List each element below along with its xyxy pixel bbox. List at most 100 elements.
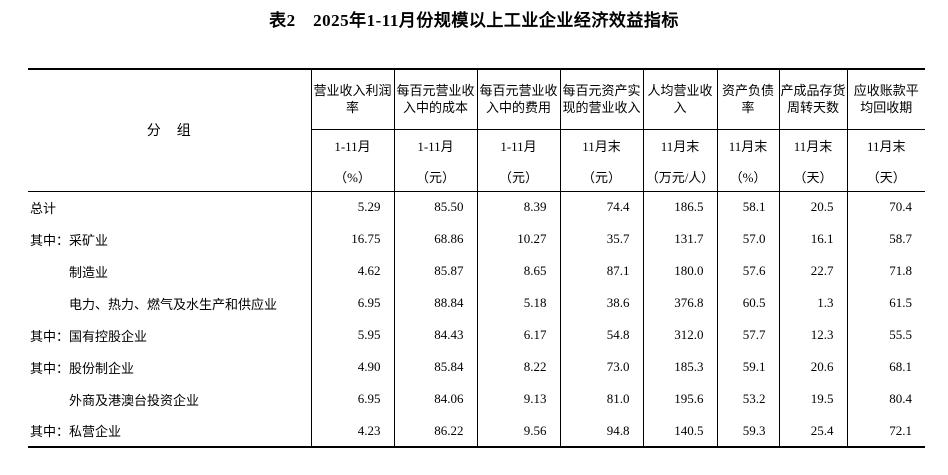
row-label-text: 外商及港澳台投资企业 <box>69 392 200 408</box>
table-cell: 58.1 <box>716 191 779 223</box>
table-cell: 86.22 <box>393 415 477 447</box>
table-cell: 4.23 <box>310 415 394 447</box>
row-label: 其中：私营企业 <box>28 415 311 447</box>
column-period: 11月末 <box>866 138 906 154</box>
table-cell: 84.06 <box>393 383 477 415</box>
table-cell: 73.0 <box>559 351 643 383</box>
table-row: 总计 5.29 85.50 8.39 74.4 186.5 58.1 20.5 70.4 <box>28 191 925 223</box>
column-unit-6: 11月末 （天） <box>778 129 847 192</box>
table-cell: 195.6 <box>642 383 717 415</box>
row-label-text: 制造业 <box>69 264 109 280</box>
table-cell: 35.7 <box>559 223 643 255</box>
column-header-6: 产成品存货周转天数 <box>778 69 847 130</box>
table-cell: 12.3 <box>778 319 847 351</box>
row-label: 电力、热力、燃气及水生产和供应业 <box>28 287 311 319</box>
row-label-text: 股份制企业 <box>69 360 135 376</box>
column-header-group: 分 组 <box>28 69 311 192</box>
table-header: 分 组 营业收入利润率 每百元营业收入中的成本 每百元营业收入中的费用 每百元资产实现… <box>28 69 925 192</box>
column-unit-5: 11月末 （%） <box>716 129 779 192</box>
table-row: 电力、热力、燃气及水生产和供应业 6.95 88.84 5.18 38.6 376.8 60… <box>28 287 925 319</box>
table-cell: 4.62 <box>310 255 394 287</box>
table-cell: 72.1 <box>846 415 925 447</box>
column-unit-label: （天） <box>866 169 906 185</box>
table-row: 制造业 4.62 85.87 8.65 87.1 180.0 57.6 22.7 71.8 <box>28 255 925 287</box>
row-label-prefix: 其中： <box>30 424 70 439</box>
table-cell: 94.8 <box>559 415 643 447</box>
table-cell: 6.95 <box>310 383 394 415</box>
column-unit-label: （%） <box>729 169 767 185</box>
row-label-text: 私营企业 <box>69 424 122 439</box>
table-cell: 20.5 <box>778 191 847 223</box>
column-period: 1-11月 <box>500 138 537 154</box>
table-cell: 68.1 <box>846 351 925 383</box>
table-cell: 59.1 <box>716 351 779 383</box>
table-cell: 85.84 <box>393 351 477 383</box>
table-cell: 131.7 <box>642 223 717 255</box>
table-cell: 312.0 <box>642 319 717 351</box>
column-unit-label: （元） <box>415 169 455 185</box>
table-cell: 186.5 <box>642 191 717 223</box>
row-label: 制造业 <box>28 255 311 287</box>
table-cell: 84.43 <box>393 319 477 351</box>
table-cell: 376.8 <box>642 287 717 319</box>
table-cell: 19.5 <box>778 383 847 415</box>
table-cell: 140.5 <box>642 415 717 447</box>
table-cell: 54.8 <box>559 319 643 351</box>
table-cell: 57.7 <box>716 319 779 351</box>
column-period: 11月末 <box>793 138 833 154</box>
table-cell: 59.3 <box>716 415 779 447</box>
row-label-text: 采矿业 <box>69 232 109 248</box>
table-cell: 81.0 <box>559 383 643 415</box>
table-cell: 55.5 <box>846 319 925 351</box>
table-cell: 53.2 <box>716 383 779 415</box>
table-cell: 180.0 <box>642 255 717 287</box>
table-cell: 85.50 <box>393 191 477 223</box>
table-cell: 5.95 <box>310 319 394 351</box>
table-cell: 70.4 <box>846 191 925 223</box>
table-title: 表2 2025年1-11月份规模以上工业企业经济效益指标 <box>269 11 679 30</box>
column-unit-0: 1-11月 （%） <box>310 129 394 192</box>
table-cell: 71.8 <box>846 255 925 287</box>
column-unit-label: （元） <box>581 169 621 185</box>
column-unit-1: 1-11月 （元） <box>393 129 477 192</box>
table-body: 总计 5.29 85.50 8.39 74.4 186.5 58.1 20.5 70.4 其中：采… <box>28 191 925 447</box>
table-row: 其中：私营企业 4.23 86.22 9.56 94.8 140.5 59.3 25.4 72.… <box>28 415 925 447</box>
table-cell: 16.1 <box>778 223 847 255</box>
table-cell: 87.1 <box>559 255 643 287</box>
table-cell: 6.95 <box>310 287 394 319</box>
row-label: 其中：国有控股企业 <box>28 319 311 351</box>
row-label-text: 总计 <box>30 200 57 216</box>
row-label: 外商及港澳台投资企业 <box>28 383 311 415</box>
table-cell: 38.6 <box>559 287 643 319</box>
table-cell: 8.22 <box>476 351 560 383</box>
column-header-1: 每百元营业收入中的成本 <box>393 69 477 130</box>
column-header-0: 营业收入利润率 <box>310 69 394 130</box>
column-period: 11月末 <box>728 138 768 154</box>
column-period: 1-11月 <box>334 138 371 154</box>
column-header-3: 每百元资产实现的营业收入 <box>559 69 643 130</box>
row-label-text: 国有控股企业 <box>69 328 148 344</box>
table-row: 其中：股份制企业 4.90 85.84 8.22 73.0 185.3 59.1 20.6 68… <box>28 351 925 383</box>
column-unit-label: （%） <box>334 169 371 185</box>
column-period: 11月末 <box>582 138 621 154</box>
table-cell: 10.27 <box>476 223 560 255</box>
statistics-table: 分 组 营业收入利润率 每百元营业收入中的成本 每百元营业收入中的费用 每百元资产实现… <box>28 68 925 448</box>
table-cell: 58.7 <box>846 223 925 255</box>
table-cell: 61.5 <box>846 287 925 319</box>
table-row: 外商及港澳台投资企业 6.95 84.06 9.13 81.0 195.6 53.2 19.5… <box>28 383 925 415</box>
column-unit-label: （天） <box>793 169 833 185</box>
column-unit-label: （万元/人） <box>645 169 715 185</box>
column-header-7: 应收账款平均回收期 <box>846 69 925 130</box>
table-cell: 5.29 <box>310 191 394 223</box>
row-label-text: 电力、热力、燃气及水生产和供应业 <box>69 296 278 312</box>
page: 表2 2025年1-11月份规模以上工业企业经济效益指标 分 组 营业收入利润率… <box>28 11 925 448</box>
table-cell: 9.13 <box>476 383 560 415</box>
column-unit-7: 11月末 （天） <box>846 129 925 192</box>
row-label-prefix: 其中： <box>30 360 70 376</box>
table-cell: 16.75 <box>310 223 394 255</box>
table-cell: 57.0 <box>716 223 779 255</box>
table-cell: 1.3 <box>778 287 847 319</box>
table-cell: 185.3 <box>642 351 717 383</box>
table-cell: 85.87 <box>393 255 477 287</box>
table-cell: 60.5 <box>716 287 779 319</box>
